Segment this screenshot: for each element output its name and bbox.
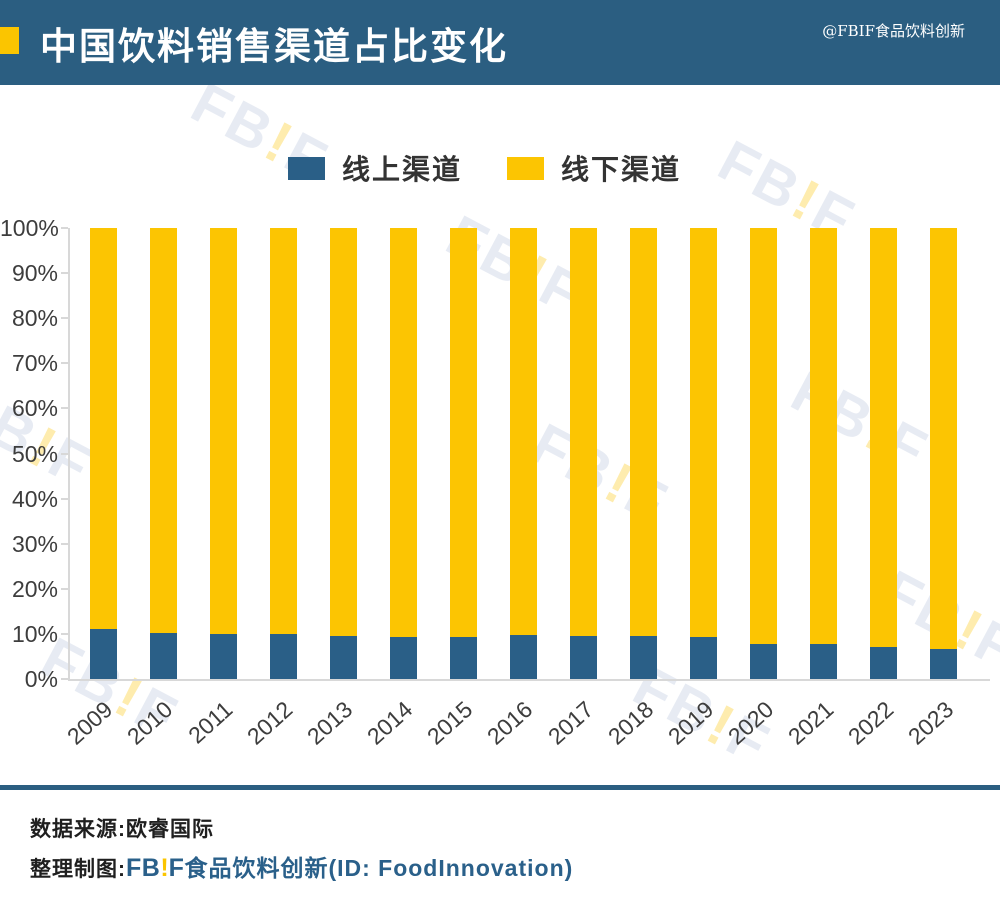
y-axis-tick	[61, 272, 68, 275]
bar-segment-offline-2021	[810, 228, 838, 645]
bar-segment-online-2016	[509, 635, 537, 679]
bar-segment-offline-2015	[449, 228, 477, 637]
bar-segment-offline-2020	[750, 228, 778, 645]
bar-segment-offline-2017	[570, 228, 598, 636]
bar-segment-offline-2022	[870, 228, 898, 647]
credit-line: 整理制图: FB ! F 食品饮料创新(ID: FoodInnovation)	[30, 849, 573, 883]
bar-segment-online-2011	[209, 633, 237, 679]
online-swatch-icon	[288, 156, 325, 180]
y-axis-tick	[61, 407, 68, 410]
bar-segment-offline-2016	[509, 228, 537, 636]
brand-f: F	[168, 854, 185, 882]
x-axis-label-2010: 2010	[122, 696, 178, 750]
bar-segment-online-2014	[389, 636, 417, 679]
account-handle: @FBIF食品饮料创新	[822, 22, 965, 40]
chart-legend: 线上渠道 线下渠道	[288, 148, 681, 188]
y-axis-label: 70%	[11, 350, 58, 377]
y-axis-label: 80%	[11, 305, 58, 332]
bar-segment-online-2010	[149, 632, 177, 679]
x-axis-label-2013: 2013	[302, 696, 358, 750]
x-axis-label-2012: 2012	[242, 696, 298, 750]
y-axis-label: 90%	[11, 260, 58, 287]
bar-segment-online-2009	[89, 629, 117, 679]
y-axis-tick	[61, 317, 68, 320]
y-axis-line	[68, 228, 70, 681]
x-axis-label-2020: 2020	[722, 696, 779, 750]
y-axis-tick	[61, 227, 68, 229]
bar-segment-online-2020	[750, 644, 778, 679]
x-axis-label-2019: 2019	[662, 696, 719, 750]
bar-segment-online-2022	[870, 646, 898, 679]
brand-fb: FB	[126, 854, 161, 882]
bar-segment-offline-2018	[630, 228, 658, 637]
bar-segment-online-2023	[930, 649, 958, 679]
y-axis-label: 30%	[11, 530, 58, 557]
page-title: 中国饮料销售渠道占比变化	[40, 25, 508, 67]
credit-prefix: 整理制图:	[30, 858, 126, 881]
y-axis-tick	[61, 497, 68, 500]
bar-segment-offline-2023	[930, 228, 958, 650]
bar-segment-offline-2011	[209, 228, 237, 634]
bar-segment-online-2015	[449, 636, 477, 679]
y-axis-label: 50%	[11, 440, 58, 467]
x-axis-label-2011: 2011	[183, 696, 238, 749]
bar-segment-offline-2012	[269, 228, 297, 634]
offline-swatch-icon	[507, 156, 545, 180]
bar-segment-offline-2019	[690, 228, 718, 637]
x-axis-label-2009: 2009	[61, 696, 118, 750]
bar-segment-online-2021	[810, 644, 838, 679]
bar-segment-offline-2013	[329, 228, 357, 636]
bar-segment-offline-2010	[149, 228, 177, 633]
y-axis-tick	[61, 362, 68, 365]
x-axis-line	[68, 679, 990, 681]
bar-segment-offline-2009	[89, 228, 117, 630]
y-axis-label: 20%	[11, 575, 58, 602]
x-axis-label-2015: 2015	[422, 696, 478, 750]
credit-rest: 食品饮料创新(ID: FoodInnovation)	[184, 855, 574, 881]
y-axis-tick	[61, 587, 68, 590]
x-axis-label-2018: 2018	[602, 696, 659, 750]
x-axis-label-2021: 2021	[782, 696, 839, 750]
y-axis-tick	[61, 678, 68, 680]
bar-segment-offline-2014	[389, 228, 417, 637]
footer-divider	[0, 785, 1000, 790]
y-axis-tick	[61, 452, 68, 455]
legend-label-offline: 线下渠道	[561, 154, 682, 185]
legend-label-online: 线上渠道	[342, 154, 463, 185]
x-axis-label-2023: 2023	[902, 696, 959, 750]
x-axis-label-2014: 2014	[362, 696, 418, 750]
bar-segment-online-2017	[570, 635, 598, 679]
y-axis-label: 60%	[11, 395, 58, 422]
y-axis-label: 0%	[24, 666, 58, 692]
x-axis-label-2017: 2017	[542, 696, 598, 750]
bar-segment-online-2019	[690, 636, 718, 679]
bar-segment-online-2018	[630, 636, 658, 679]
y-axis-label: 100%	[0, 215, 59, 241]
header-bar: 中国饮料销售渠道占比变化 @FBIF食品饮料创新	[0, 0, 1000, 85]
brand-bang: !	[160, 854, 169, 882]
y-axis-tick	[61, 542, 68, 545]
x-axis-label-2022: 2022	[842, 696, 899, 750]
y-axis-label: 10%	[11, 620, 58, 647]
legend-item-offline: 线下渠道	[507, 148, 681, 188]
bar-segment-online-2012	[269, 633, 297, 679]
accent-square	[0, 27, 19, 54]
bar-segment-online-2013	[329, 635, 357, 679]
footer: 数据来源:欧睿国际 整理制图: FB ! F 食品饮料创新(ID: FoodIn…	[0, 785, 1000, 909]
x-axis-label-2016: 2016	[482, 696, 538, 750]
data-source-text: 数据来源:欧睿国际	[30, 818, 214, 841]
y-axis-tick	[61, 632, 68, 635]
y-axis-label: 40%	[11, 485, 58, 512]
legend-item-online: 线上渠道	[288, 148, 462, 188]
